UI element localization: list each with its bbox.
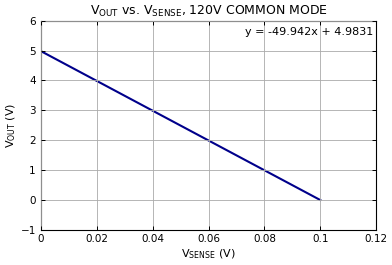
Y-axis label: $\mathregular{V_{OUT}}$ (V): $\mathregular{V_{OUT}}$ (V) (4, 103, 18, 148)
Text: y = -49.942x + 4.9831: y = -49.942x + 4.9831 (245, 27, 373, 37)
X-axis label: $\mathregular{V_{SENSE}}$ (V): $\mathregular{V_{SENSE}}$ (V) (181, 247, 236, 261)
Title: $\mathregular{V_{OUT}}$ vs. $\mathregular{V_{SENSE}}$, 120V COMMON MODE: $\mathregular{V_{OUT}}$ vs. $\mathregula… (89, 4, 328, 19)
